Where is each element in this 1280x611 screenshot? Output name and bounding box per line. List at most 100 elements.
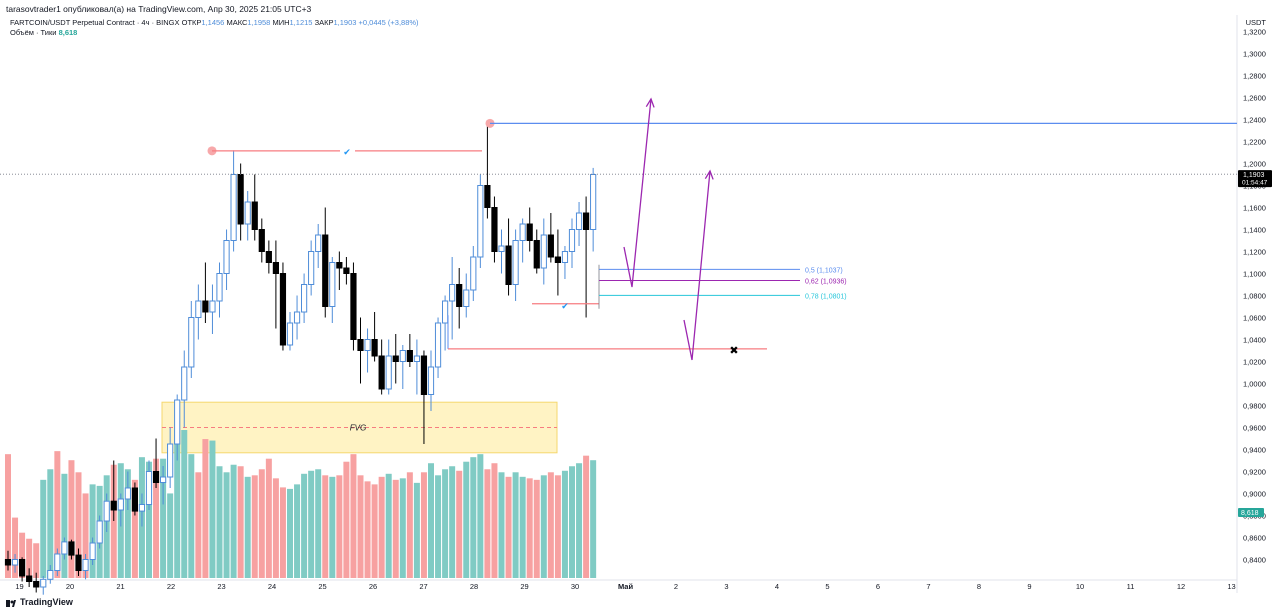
candle-body bbox=[519, 223, 526, 241]
y-tick-label: 0,9600 bbox=[1243, 424, 1266, 433]
volume-bar bbox=[216, 466, 223, 578]
volume-bar bbox=[519, 476, 526, 578]
tradingview-logo-icon[interactable] bbox=[6, 599, 16, 607]
y-tick-label: 1,2200 bbox=[1243, 138, 1266, 147]
candle-body bbox=[463, 289, 470, 307]
candle-body bbox=[399, 350, 406, 362]
volume-bar bbox=[47, 469, 54, 578]
current-price-value: 1,1903 bbox=[1243, 172, 1265, 179]
candle-body bbox=[279, 273, 287, 346]
volume-bar bbox=[287, 488, 293, 578]
x-tick-label: 13 bbox=[1227, 582, 1235, 591]
y-tick-label: 0,9200 bbox=[1243, 468, 1266, 477]
volume-bar bbox=[294, 484, 301, 578]
candle-body bbox=[110, 500, 117, 511]
change-value: +0,0445 (+3,88%) bbox=[358, 18, 419, 27]
legend-ohlc-row: FARTCOIN/USDT Perpetual Contract · 4ч · … bbox=[10, 18, 419, 28]
candle-body bbox=[54, 553, 61, 571]
y-tick-label: 1,3000 bbox=[1243, 50, 1266, 59]
candle-body bbox=[392, 355, 399, 362]
candle-body bbox=[223, 240, 230, 274]
y-tick-label: 1,2400 bbox=[1243, 116, 1266, 125]
volume-bar bbox=[463, 461, 470, 578]
candle-body bbox=[33, 581, 40, 588]
candle-body bbox=[61, 541, 68, 555]
currency-label[interactable]: USDT bbox=[1245, 18, 1266, 27]
candle-body bbox=[47, 570, 54, 580]
candle-body bbox=[329, 262, 336, 307]
candle-body bbox=[40, 578, 47, 588]
volume-bar bbox=[533, 479, 540, 578]
volume-bar bbox=[350, 454, 357, 578]
volume-bar bbox=[315, 469, 322, 578]
y-tick-label: 0,9800 bbox=[1243, 402, 1266, 411]
open-value: 1,1456 bbox=[201, 18, 225, 27]
projection-arrow-up-head bbox=[645, 97, 655, 108]
fib-level-label: 0,78 (1,0801) bbox=[805, 293, 847, 300]
projection-arrow-up[interactable] bbox=[683, 170, 711, 361]
volume-bar bbox=[491, 463, 498, 578]
volume-bar bbox=[428, 463, 434, 578]
x-tick-label: 21 bbox=[116, 582, 124, 591]
volume-bar bbox=[174, 430, 181, 578]
candle-body bbox=[244, 201, 251, 225]
candle-body bbox=[308, 251, 315, 285]
tradingview-brand[interactable]: TradingView bbox=[20, 597, 73, 607]
projection-arrow-up[interactable] bbox=[623, 98, 652, 288]
candle-body bbox=[456, 284, 463, 307]
candle-body bbox=[145, 471, 153, 505]
candle-body bbox=[590, 174, 597, 230]
candle-body bbox=[484, 185, 491, 208]
candle-body bbox=[286, 322, 294, 346]
candle-body bbox=[293, 311, 301, 324]
candle-body bbox=[505, 245, 512, 285]
volume-bar bbox=[82, 493, 89, 578]
candle-body bbox=[442, 300, 449, 324]
x-tick-label: 29 bbox=[520, 582, 528, 591]
volume-bar bbox=[322, 475, 329, 578]
volume-bar bbox=[392, 479, 399, 578]
candle-body bbox=[19, 559, 26, 577]
candle-body bbox=[498, 245, 505, 252]
candle-body bbox=[470, 256, 477, 291]
volume-bar bbox=[237, 466, 244, 578]
volume-bar bbox=[385, 473, 392, 578]
volume-bar bbox=[124, 469, 131, 578]
volume-bar bbox=[477, 454, 484, 578]
y-tick-label: 1,0600 bbox=[1243, 314, 1266, 323]
y-tick-label: 1,1000 bbox=[1243, 270, 1266, 279]
candle-body bbox=[575, 212, 583, 230]
volume-bar bbox=[160, 458, 167, 578]
symbol-title[interactable]: FARTCOIN/USDT Perpetual Contract · 4ч · … bbox=[10, 18, 180, 27]
legend-volume-row: Объём · Тики 8,618 bbox=[10, 28, 419, 38]
x-tick-label: 8 bbox=[977, 582, 981, 591]
volume-bar bbox=[26, 538, 33, 578]
y-tick-label: 0,8600 bbox=[1243, 534, 1266, 543]
volume-bar bbox=[188, 454, 195, 578]
x-tick-label: 19 bbox=[15, 582, 23, 591]
candle-body bbox=[378, 355, 385, 390]
volume-value: 8,618 bbox=[58, 28, 78, 37]
volume-bar bbox=[308, 470, 315, 578]
volume-bar bbox=[547, 472, 554, 578]
check-icon: ✔ bbox=[561, 301, 569, 311]
volume-bar bbox=[61, 473, 68, 578]
y-tick-label: 1,0000 bbox=[1243, 380, 1266, 389]
candle-body bbox=[4, 559, 12, 566]
current-price-tag bbox=[1238, 170, 1272, 188]
volume-bar bbox=[110, 464, 117, 578]
volume-label[interactable]: Объём · Тики bbox=[10, 28, 57, 37]
candle-body bbox=[251, 201, 258, 230]
symbol-legend: FARTCOIN/USDT Perpetual Contract · 4ч · … bbox=[10, 18, 419, 38]
cross-icon: ✖ bbox=[729, 345, 738, 357]
close-label: ЗАКР bbox=[314, 18, 334, 27]
candle-body bbox=[406, 350, 413, 362]
candle-body bbox=[449, 284, 456, 302]
volume-bar bbox=[399, 478, 406, 578]
y-tick-label: 1,2000 bbox=[1243, 160, 1266, 169]
x-tick-label: 28 bbox=[470, 582, 478, 591]
candle-body bbox=[322, 234, 329, 307]
volume-bar bbox=[484, 469, 491, 578]
volume-bar bbox=[329, 476, 336, 578]
